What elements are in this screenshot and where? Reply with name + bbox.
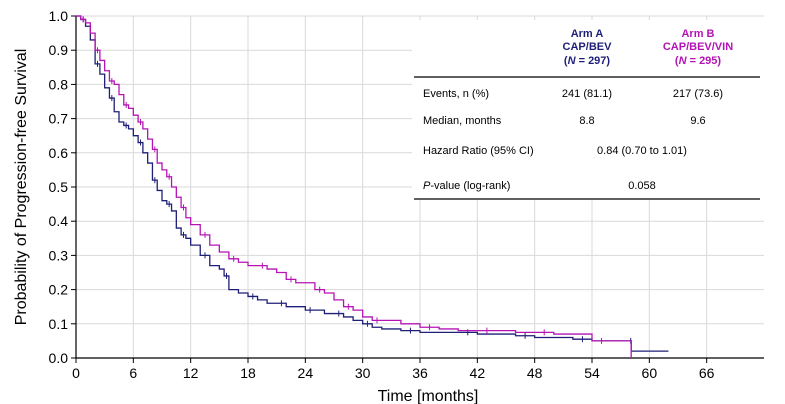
table-background xyxy=(412,20,772,200)
column-header-arm: Arm A xyxy=(571,28,604,40)
row-label: P-value (log-rank) xyxy=(423,180,510,192)
column-header-arm: Arm B xyxy=(681,28,714,40)
x-axis-title: Time [months] xyxy=(378,388,479,404)
series-line-arm-a xyxy=(76,15,669,352)
p-symbol: P xyxy=(423,180,431,192)
row-value-combined: 0.058 xyxy=(628,180,656,192)
y-tick-label: 0.3 xyxy=(49,247,69,263)
y-tick-label: 1.0 xyxy=(49,8,69,24)
y-tick-label: 0.6 xyxy=(49,145,69,161)
x-tick-label: 48 xyxy=(527,365,543,381)
x-tick-label: 6 xyxy=(129,365,137,381)
x-tick-label: 36 xyxy=(412,365,428,381)
x-tick-label: 42 xyxy=(470,365,486,381)
row-label: Hazard Ratio (95% CI) xyxy=(423,145,534,157)
row-value-arm-b: 9.6 xyxy=(690,115,705,127)
column-header-regimen: CAP/BEV xyxy=(563,41,613,53)
axes: 0 6 12 18 24 30 36 42 48 54 60 66 0.0 0.1 0.2 0.3 0.4 0.5… xyxy=(49,8,764,381)
y-tick-label: 0.5 xyxy=(49,179,69,195)
column-header-regimen: CAP/BEV/VIN xyxy=(663,41,733,53)
x-tick-label: 0 xyxy=(72,365,80,381)
y-tick-label: 0.4 xyxy=(49,213,69,229)
row-label: Median, months xyxy=(423,115,502,127)
column-header-n: (N = 295) xyxy=(675,55,722,67)
n-value: = 297) xyxy=(576,55,611,67)
y-axis-title: Probability of Progression-free Survival xyxy=(13,49,30,326)
n-value: = 295) xyxy=(687,55,722,67)
series-line-arm-b xyxy=(76,15,632,358)
y-tick-label: 0.2 xyxy=(49,282,69,298)
paren: ( xyxy=(675,55,679,67)
p-label-text: -value (log-rank) xyxy=(430,180,510,192)
x-tick-label: 30 xyxy=(355,365,371,381)
y-tick-label: 0.1 xyxy=(49,316,69,332)
series-group xyxy=(76,15,669,358)
x-tick-label: 18 xyxy=(240,365,256,381)
x-tick-label: 66 xyxy=(699,365,715,381)
row-value-arm-a: 241 (81.1) xyxy=(562,88,612,100)
column-header-n: (N = 297) xyxy=(564,55,611,67)
row-label: Events, n (%) xyxy=(423,88,489,100)
row-value-combined: 0.84 (0.70 to 1.01) xyxy=(597,145,687,157)
n-symbol: N xyxy=(679,55,688,67)
y-tick-label: 0.8 xyxy=(49,76,69,92)
row-value-arm-a: 8.8 xyxy=(579,115,594,127)
x-tick-label: 12 xyxy=(183,365,199,381)
x-tick-label: 54 xyxy=(584,365,600,381)
n-symbol: N xyxy=(568,55,577,67)
y-tick-label: 0.7 xyxy=(49,111,69,127)
x-tick-label: 60 xyxy=(642,365,658,381)
y-tick-label: 0.9 xyxy=(49,42,69,58)
x-tick-label: 24 xyxy=(298,365,314,381)
paren: ( xyxy=(564,55,568,67)
y-tick-label: 0.0 xyxy=(49,350,69,366)
row-value-arm-b: 217 (73.6) xyxy=(673,88,723,100)
